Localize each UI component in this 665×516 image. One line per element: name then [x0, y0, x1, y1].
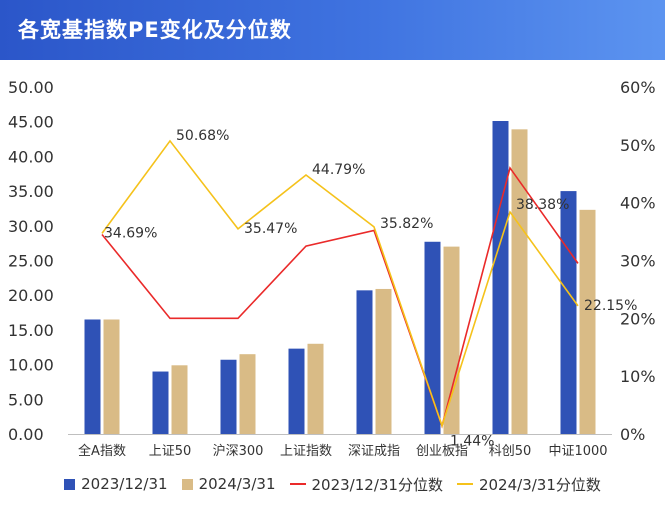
data-label: 44.79%	[312, 162, 365, 178]
bar	[443, 246, 460, 434]
right-tick-label: 40%	[620, 194, 656, 213]
legend-swatch	[289, 483, 306, 485]
right-tick-label: 20%	[620, 309, 656, 328]
bar	[560, 191, 577, 434]
legend-swatch	[456, 483, 473, 485]
left-tick-label: 15.00	[8, 321, 54, 340]
legend-swatch	[64, 478, 76, 490]
bar	[288, 348, 305, 434]
left-tick-label: 5.00	[8, 390, 44, 409]
left-tick-label: 25.00	[8, 252, 54, 271]
legend-item: 2023/12/31	[64, 475, 168, 493]
bar	[103, 319, 120, 434]
left-tick-label: 50.00	[8, 78, 54, 97]
right-axis-ticks: 0% 10% 20% 30% 40% 50% 60%	[620, 78, 656, 444]
category-label: 沪深300	[213, 443, 264, 459]
left-tick-label: 40.00	[8, 147, 54, 166]
bar	[152, 371, 169, 434]
bar	[424, 241, 441, 434]
category-labels: 全A指数 上证50 沪深300 上证指数 深证成指 创业板指 科创50 中证1000	[78, 443, 608, 459]
legend-item: 2024/3/31分位数	[456, 474, 601, 495]
left-axis-ticks: 0.00 5.00 10.00 15.00 20.00 25.00 30.00 35.00 40…	[8, 78, 54, 444]
bar	[356, 290, 373, 434]
title-bar: 各宽基指数PE变化及分位数	[0, 0, 665, 60]
series-line	[101, 139, 579, 429]
left-tick-label: 20.00	[8, 286, 54, 305]
category-label: 深证成指	[348, 444, 400, 459]
data-label: 35.47%	[244, 221, 297, 237]
combo-chart: 0.00 5.00 10.00 15.00 20.00 25.00 30.00 35.00 40…	[8, 78, 656, 459]
category-label: 上证指数	[280, 444, 332, 459]
legend-label: 2023/12/31分位数	[311, 475, 443, 494]
legend: 2023/12/31 2024/3/31 2023/12/31分位数 2024/3/3…	[0, 472, 665, 496]
left-tick-label: 35.00	[8, 182, 54, 201]
bar	[492, 121, 509, 435]
category-label: 上证50	[149, 444, 192, 459]
left-tick-label: 45.00	[8, 113, 54, 132]
left-tick-label: 0.00	[8, 425, 44, 444]
data-label: 50.68%	[176, 128, 229, 144]
bar	[307, 343, 324, 434]
legend-label: 2024/3/31	[198, 475, 276, 493]
category-label: 创业板指	[416, 444, 468, 459]
line-series	[101, 139, 579, 429]
data-label: 34.69%	[104, 225, 157, 241]
category-label: 全A指数	[78, 443, 126, 459]
bar	[171, 365, 188, 434]
bar	[579, 209, 596, 434]
bar	[239, 354, 256, 434]
chart-title: 各宽基指数PE变化及分位数	[18, 18, 292, 42]
left-tick-label: 30.00	[8, 217, 54, 236]
right-tick-label: 60%	[620, 78, 656, 97]
data-label: 35.82%	[380, 216, 433, 232]
bar	[84, 319, 101, 434]
left-tick-label: 10.00	[8, 356, 54, 375]
data-labels: 34.69% 50.68% 35.47% 44.79% 35.82% 1.44% 38.38…	[104, 128, 637, 450]
legend-label: 2023/12/31	[81, 475, 168, 493]
bar	[220, 359, 237, 434]
bar	[375, 288, 392, 434]
category-label: 科创50	[489, 444, 532, 459]
data-label: 22.15%	[584, 298, 637, 314]
data-label: 38.38%	[516, 197, 569, 213]
legend-item: 2024/3/31	[181, 475, 276, 493]
legend-item: 2023/12/31分位数	[289, 474, 443, 495]
data-label: 1.44%	[450, 434, 494, 450]
right-tick-label: 30%	[620, 252, 656, 271]
legend-label: 2024/3/31分位数	[478, 475, 601, 494]
category-label: 中证1000	[548, 444, 607, 459]
bar	[511, 129, 528, 435]
series-line	[101, 166, 579, 429]
right-tick-label: 0%	[620, 425, 645, 444]
right-tick-label: 10%	[620, 367, 656, 386]
legend-swatch	[181, 478, 193, 490]
right-tick-label: 50%	[620, 136, 656, 155]
bar-series	[84, 121, 596, 435]
